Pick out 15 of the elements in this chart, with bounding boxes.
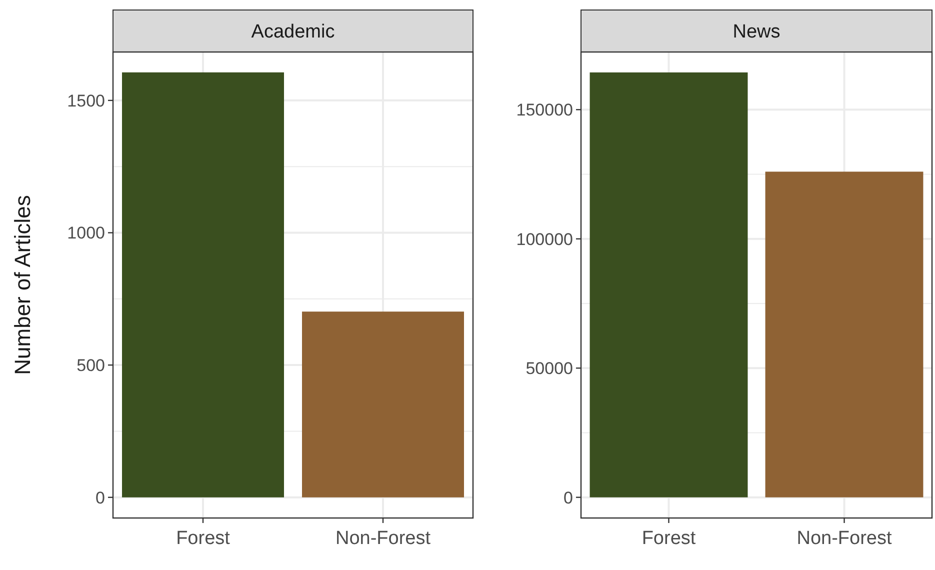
y-tick-label: 150000: [516, 100, 573, 120]
y-tick-label: 100000: [516, 230, 573, 249]
x-tick-label: Forest: [176, 528, 231, 549]
y-tick-label: 50000: [526, 359, 573, 378]
chart-title: Academic: [251, 22, 335, 43]
y-axis-title: Number of Articles: [10, 195, 35, 375]
y-tick-label: 1500: [67, 91, 105, 110]
chart-title: News: [732, 22, 780, 43]
x-tick-label: Forest: [642, 528, 696, 549]
y-tick-label: 500: [76, 356, 105, 375]
y-tick-label: 0: [96, 488, 105, 508]
y-tick-label: 0: [564, 488, 573, 508]
y-tick-label: 1000: [67, 224, 105, 243]
x-tick-label: Non-Forest: [335, 528, 432, 549]
x-tick-label: Non-Forest: [796, 528, 892, 549]
